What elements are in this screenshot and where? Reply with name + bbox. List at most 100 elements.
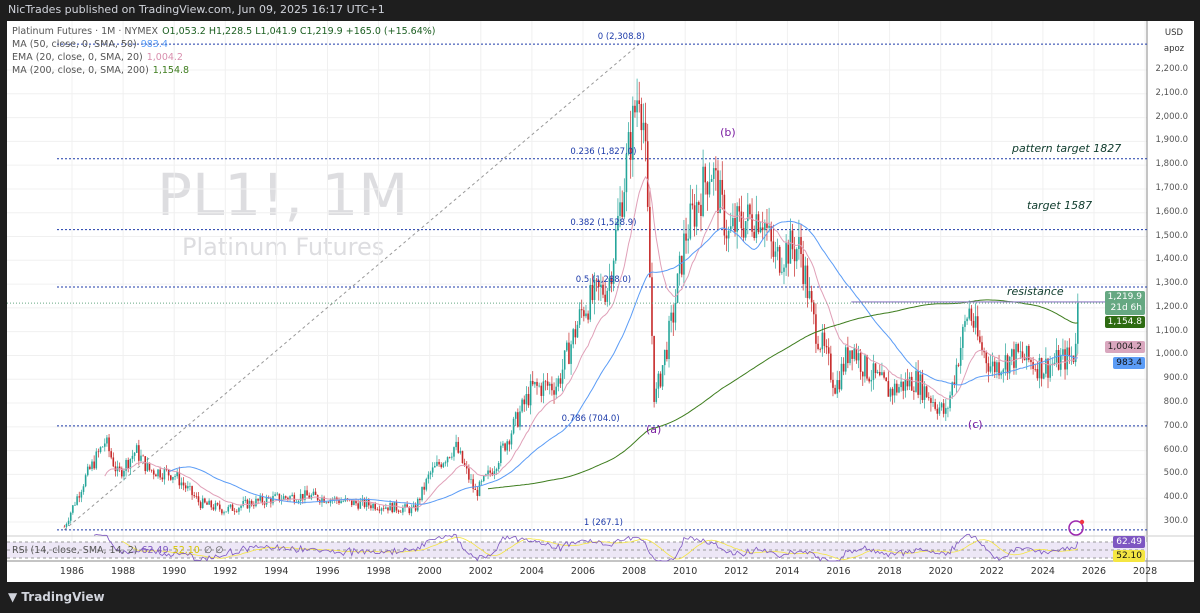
candle-body (548, 383, 551, 386)
candle-body (908, 376, 911, 387)
candle-body (1038, 357, 1041, 379)
candle-body (284, 496, 287, 498)
candle-body (138, 445, 140, 461)
candle-body (461, 451, 464, 463)
candle-body (255, 498, 257, 507)
candle-body (566, 342, 568, 351)
candle-body (517, 412, 519, 427)
candle-body (472, 479, 474, 489)
candle-body (795, 249, 798, 262)
candle-body (910, 376, 913, 391)
legend-ma50[interactable]: MA (50, close, 0, SMA, 50) 983.4 (12, 39, 172, 50)
candle-body (872, 363, 875, 380)
candle-body (706, 182, 709, 195)
candle-body (602, 284, 604, 295)
candle-body (813, 302, 815, 315)
price-tick-label: 1,500.0 (1155, 230, 1188, 241)
candle-body (253, 505, 255, 507)
candle-body (536, 381, 538, 386)
time-tick-label: 1994 (264, 566, 289, 577)
candle-body (691, 203, 694, 206)
candle-body (212, 507, 215, 510)
candle-body (1021, 351, 1024, 359)
candle-body (261, 496, 264, 503)
candle-body (657, 373, 660, 389)
candle-body (152, 470, 155, 475)
candle-body (876, 371, 879, 374)
candle-body (127, 459, 130, 469)
candle-body (689, 203, 692, 239)
candle-body (440, 464, 442, 468)
candle-body (233, 510, 236, 512)
candle-body (974, 316, 977, 328)
candle-body (830, 353, 832, 380)
candle-body (195, 496, 198, 497)
time-tick-label: 2008 (622, 566, 647, 577)
legend-ema20[interactable]: EMA (20, close, 0, SMA, 20) 1,004.2 (12, 52, 187, 63)
candle-body (397, 510, 400, 512)
candle-body (700, 204, 702, 217)
candle-body (361, 498, 364, 502)
candle-body (427, 474, 430, 479)
candle-body (399, 511, 402, 513)
candle-body (169, 475, 172, 480)
legend-rsi[interactable]: RSI (14, close, SMA, 14, 2) 62.49 52.10 ∅ ∅ (12, 545, 227, 556)
candle-body (844, 347, 847, 372)
candle-body (276, 493, 279, 495)
candle-body (885, 377, 887, 382)
candle-body (917, 371, 919, 395)
chart-frame[interactable]: PL1!, 1M Platinum Futures Platinum Futur… (7, 21, 1194, 582)
candle-body (523, 399, 526, 405)
candle-body (955, 364, 958, 385)
candle-body (176, 472, 178, 477)
candle-body (225, 511, 227, 513)
candle-body (1002, 369, 1005, 373)
candle-body (1032, 362, 1034, 370)
candle-body (118, 466, 121, 469)
candle-body (172, 476, 174, 480)
candle-body (808, 291, 811, 299)
candle-body (459, 451, 462, 453)
candle-body (470, 479, 472, 480)
currency-unit[interactable]: USD apoz (1155, 25, 1193, 57)
candle-body (97, 451, 100, 453)
candle-body (806, 265, 809, 299)
candle-body (451, 456, 453, 458)
candle-body (940, 403, 943, 408)
candle-body (553, 390, 555, 395)
candle-body (99, 447, 102, 453)
candle-body (646, 141, 649, 207)
candle-body (421, 486, 423, 501)
candle-body (208, 500, 210, 505)
candle-body (783, 267, 785, 272)
candle-body (287, 497, 289, 500)
candle-body (357, 503, 359, 509)
candle-body (674, 302, 677, 323)
legend-symbol[interactable]: Platinum Futures · 1M · NYMEX (12, 26, 159, 37)
publish-line: NicTrades published on TradingView.com, … (8, 3, 385, 16)
candle-body (906, 379, 909, 387)
wave-label: (a) (645, 423, 662, 437)
candle-body (568, 342, 570, 364)
candle-body (540, 385, 543, 396)
candle-body (749, 204, 751, 215)
time-tick-label: 1996 (315, 566, 340, 577)
ema20-label: EMA (20, close, 0, SMA, 20) (12, 52, 143, 63)
candle-body (838, 380, 841, 390)
price-chart[interactable] (7, 21, 1194, 582)
candle-body (898, 387, 900, 393)
tradingview-logo[interactable]: ▼ TradingView (8, 590, 105, 604)
candle-body (402, 507, 404, 513)
rsi-value: 62.49 (141, 545, 169, 556)
candle-body (561, 369, 564, 384)
candle-body (623, 192, 626, 217)
candle-body (508, 441, 511, 445)
candle-body (578, 309, 581, 325)
candle-body (859, 353, 862, 372)
legend-ma200[interactable]: MA (200, close, 0, SMA, 200) 1,154.8 (12, 65, 193, 76)
time-tick-label: 2026 (1081, 566, 1107, 577)
candle-body (710, 178, 713, 182)
candle-body (74, 504, 76, 506)
ema20-tag: 1,004.2 (1104, 341, 1145, 353)
candle-body (585, 313, 587, 317)
